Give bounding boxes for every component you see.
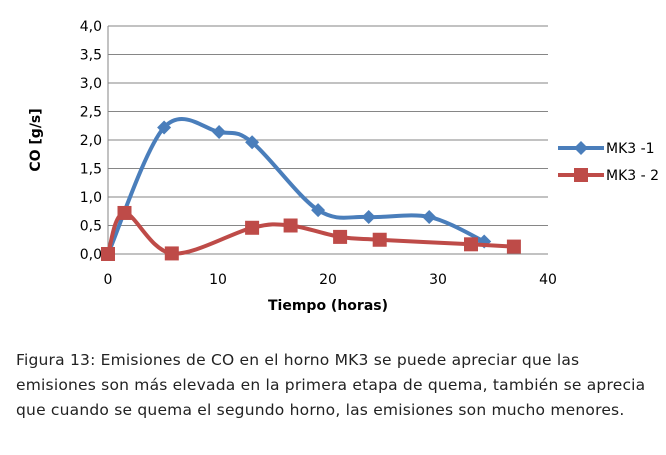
y-tick-label: 0,0 <box>80 247 102 263</box>
data-point-diamond <box>157 120 172 135</box>
y-tick-label: 4,0 <box>80 19 102 35</box>
x-tick-label: 30 <box>429 272 447 288</box>
figure-caption: Figura 13: Emisiones de CO en el horno M… <box>16 348 656 423</box>
data-point-diamond <box>574 141 588 155</box>
data-point-square <box>574 168 588 182</box>
series-line <box>106 117 487 256</box>
y-tick-label: 3,0 <box>80 76 102 92</box>
y-tick-label: 1,0 <box>80 190 102 206</box>
y-tick-label: 3,5 <box>80 48 102 64</box>
y-tick-label: 0,5 <box>80 219 102 235</box>
data-point-diamond <box>212 125 227 140</box>
data-point-square <box>333 229 348 244</box>
y-tick-label: 2,0 <box>80 133 102 149</box>
x-tick-label: 10 <box>209 272 227 288</box>
y-tick-label: 1,5 <box>80 162 102 178</box>
gridlines <box>107 25 548 255</box>
data-point-diamond <box>311 203 326 218</box>
data-point-square <box>164 246 179 261</box>
data-point-square <box>245 220 260 235</box>
y-tick-label: 2,5 <box>80 105 102 121</box>
data-point-square <box>283 218 298 233</box>
data-point-square <box>464 237 478 252</box>
data-point-square <box>372 232 387 247</box>
data-point-square <box>101 247 115 261</box>
data-point-diamond <box>245 135 260 150</box>
x-tick-label: 20 <box>319 272 337 288</box>
x-axis-label: Tiempo (horas) <box>268 298 388 314</box>
x-tick-label: 40 <box>539 272 557 288</box>
data-point-diamond <box>361 209 376 224</box>
data-point-square <box>117 205 132 220</box>
caption-text: : Emisiones de CO en el horno MK3 se pue… <box>16 351 646 419</box>
x-tick-label: 0 <box>104 272 113 288</box>
data-point-diamond <box>422 209 437 224</box>
caption-label: Figura 13 <box>16 351 91 369</box>
series-layer <box>101 117 521 261</box>
legend-label: MK3 - 2 <box>606 168 659 184</box>
x-tick-labels: 0 10 20 30 40 <box>104 272 557 288</box>
y-tick-labels: 0,0 0,5 1,0 1,5 2,0 2,5 3,0 3,5 4,0 <box>80 19 102 263</box>
y-axis-label: CO [g/s] <box>28 108 44 171</box>
co-emissions-chart: 0,0 0,5 1,0 1,5 2,0 2,5 3,0 3,5 4,0 0 10 20 30 40 Ti… <box>28 19 659 314</box>
data-point-square <box>506 239 521 254</box>
series-2 <box>101 205 521 261</box>
legend: MK3 -1 MK3 - 2 <box>558 141 659 184</box>
legend-label: MK3 -1 <box>606 141 655 157</box>
